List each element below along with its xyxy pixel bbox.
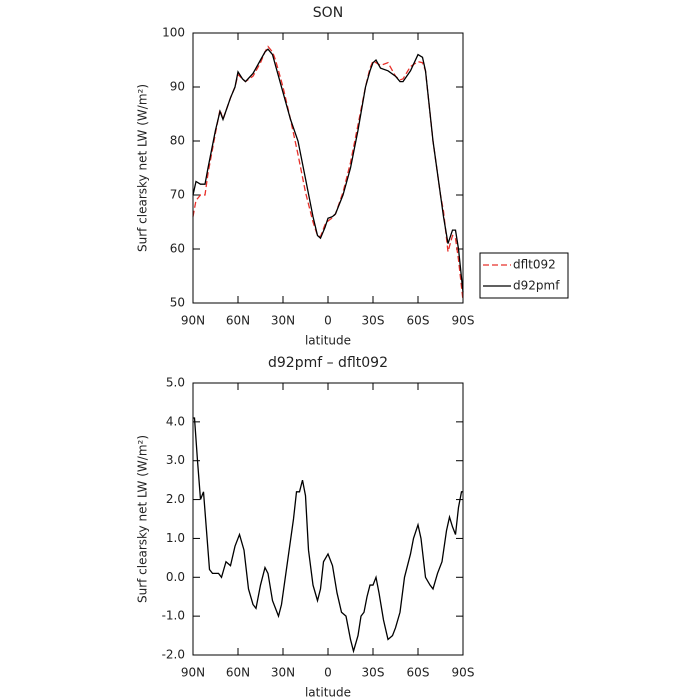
y-tick-label: 2.0 bbox=[166, 492, 185, 506]
y-tick-label: 0.0 bbox=[166, 570, 185, 584]
plot-frame bbox=[192, 32, 464, 304]
y-tick-label: -2.0 bbox=[162, 648, 185, 662]
chart-title: SON bbox=[313, 5, 343, 21]
legend-label: dflt092 bbox=[513, 258, 556, 272]
y-tick-label: -1.0 bbox=[162, 609, 185, 623]
x-tick-label: 60S bbox=[407, 314, 430, 328]
x-tick-label: 30S bbox=[362, 666, 385, 680]
y-tick-label: 1.0 bbox=[166, 531, 185, 545]
x-tick-label: 30S bbox=[362, 314, 385, 328]
x-tick-label: 90N bbox=[181, 314, 205, 328]
x-tick-label: 90S bbox=[452, 314, 475, 328]
x-tick-label: 30N bbox=[271, 666, 295, 680]
y-tick-label: 80 bbox=[170, 134, 185, 148]
plot-frame bbox=[192, 382, 464, 656]
y-tick-label: 4.0 bbox=[166, 414, 185, 428]
y-tick-label: 5.0 bbox=[166, 376, 185, 390]
x-tick-label: 60S bbox=[407, 666, 430, 680]
x-tick-label: 90S bbox=[452, 666, 475, 680]
y-axis-label: Surf clearsky net LW (W/m²) bbox=[136, 84, 150, 252]
data-line bbox=[192, 45, 464, 301]
legend-label: d92pmf bbox=[513, 279, 560, 293]
x-tick-label: 60N bbox=[226, 666, 250, 680]
y-tick-label: 60 bbox=[170, 242, 185, 256]
x-axis-label: latitude bbox=[305, 334, 351, 348]
y-tick-label: 3.0 bbox=[166, 453, 185, 467]
x-tick-label: 60N bbox=[226, 314, 250, 328]
y-tick-label: 100 bbox=[162, 26, 185, 40]
y-tick-label: 90 bbox=[170, 80, 185, 94]
legend-box bbox=[479, 252, 569, 299]
x-tick-label: 30N bbox=[271, 314, 295, 328]
x-tick-label: 90N bbox=[181, 666, 205, 680]
x-axis-label: latitude bbox=[305, 686, 351, 700]
y-axis-label: Surf clearsky net LW (W/m²) bbox=[136, 435, 150, 603]
data-line bbox=[192, 48, 464, 293]
data-line bbox=[193, 417, 463, 654]
y-tick-label: 70 bbox=[170, 188, 185, 202]
x-tick-label: 0 bbox=[324, 314, 332, 328]
x-tick-label: 0 bbox=[324, 666, 332, 680]
chart-title: d92pmf – dflt092 bbox=[268, 355, 388, 371]
y-tick-label: 50 bbox=[170, 296, 185, 310]
